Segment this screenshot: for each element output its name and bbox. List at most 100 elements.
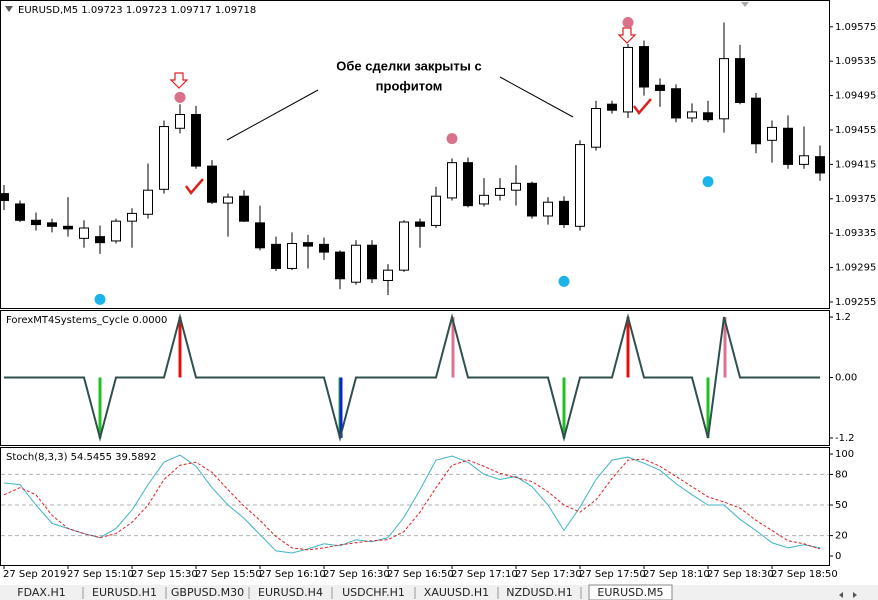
candle-body (335, 251, 345, 280)
tab-active-bg (588, 584, 673, 600)
y-tick-label: 50 (835, 500, 848, 511)
candle-body (767, 126, 777, 141)
check-mark (632, 98, 652, 116)
histogram-bar (706, 377, 710, 438)
x-tick-label: 27 Sep 17:50 (579, 569, 646, 580)
candle-body (687, 111, 697, 119)
series-line (3, 454, 821, 554)
y-tick-label: 1.09295 (835, 263, 876, 274)
x-tick-label: 27 Sep 16:50 (387, 569, 454, 580)
candle-body (319, 243, 329, 253)
candle-body (479, 194, 489, 205)
sell-arrow (169, 72, 189, 89)
tab[interactable]: EURUSD.H1 (92, 586, 157, 599)
x-tick-label: 27 Sep 17:10 (451, 569, 518, 580)
y-tick-label: 1.09255 (835, 297, 876, 308)
tab[interactable]: XAUUSD.H1 (424, 586, 489, 599)
candle-body (623, 46, 633, 113)
annotation-line (226, 89, 319, 141)
histogram-bar (178, 317, 182, 378)
x-tick-label: 27 Sep 18:30 (707, 569, 774, 580)
candle-body (191, 114, 201, 167)
candle-body (527, 182, 537, 217)
y-tick-label: 1.09535 (835, 56, 876, 67)
histogram-bar (562, 377, 566, 438)
candle-body (735, 58, 745, 103)
candle-body (223, 196, 233, 204)
candle-body (15, 203, 25, 221)
candle-body (47, 222, 57, 227)
candle-body (0, 193, 9, 202)
signal-dot (174, 91, 186, 103)
tab[interactable]: USDCHF.H1 (342, 586, 405, 599)
candle-body (399, 221, 409, 271)
candle-body (127, 212, 137, 222)
candle-body (591, 107, 601, 148)
histogram-bar (626, 317, 630, 378)
x-tick-label: 27 Sep 17:30 (515, 569, 582, 580)
x-tick-label: 27 Sep 2019 (3, 569, 66, 580)
candle-body (255, 222, 265, 249)
candle-body (383, 269, 393, 281)
annotation-line (499, 76, 574, 118)
signal-dot (558, 275, 570, 287)
series-line (4, 313, 820, 442)
annotation: Обе сделки закрыты с (336, 58, 481, 73)
candle-body (367, 244, 377, 280)
candle-body (495, 187, 505, 196)
x-tick-label: 27 Sep 15:30 (131, 569, 198, 580)
tab[interactable]: FDAX.H1 (17, 586, 65, 599)
series-line (3, 458, 821, 551)
candle-body (415, 221, 425, 227)
y-tick-label: 20 (835, 531, 848, 542)
y-tick-label: 1.2 (835, 312, 851, 323)
tab-scroll[interactable] (839, 592, 857, 598)
candle-body (703, 112, 713, 121)
candle-body (639, 46, 649, 88)
candle-body (271, 243, 281, 269)
candle-body (431, 195, 441, 226)
candle-body (111, 220, 121, 242)
candle-body (751, 97, 761, 145)
sell-arrow (617, 27, 637, 44)
main-panel (0, 0, 830, 309)
candle-body (143, 189, 153, 215)
tab[interactable]: EURUSD.M5 (597, 586, 663, 599)
candle-body (543, 201, 553, 217)
signal-dot (622, 16, 634, 28)
histogram-bar (98, 377, 102, 438)
x-tick-label: 27 Sep 15:10 (67, 569, 134, 580)
panel-title: ForexMT4Systems_Cycle 0.0000 (6, 315, 167, 326)
candle-body (287, 243, 297, 269)
tab[interactable]: NZDUSD.H1 (506, 586, 573, 599)
y-tick-label: 1.09375 (835, 194, 876, 205)
candle-body (159, 126, 169, 190)
candle-body (607, 103, 617, 111)
stoch-panel (0, 447, 830, 566)
tab[interactable]: GBPUSD.M30 (171, 586, 244, 599)
x-tick-label: 27 Sep 16:30 (323, 569, 390, 580)
histogram-bar (451, 317, 455, 378)
candle-body (95, 236, 105, 244)
x-tick-label: 27 Sep 16:10 (259, 569, 326, 580)
annotation: профитом (376, 78, 443, 93)
signal-dot (446, 133, 458, 145)
panel-title: Stoch(8,3,3) 54.5455 39.5892 (6, 452, 157, 463)
tab[interactable]: EURUSD.H4 (258, 586, 323, 599)
y-tick-label: 100 (835, 449, 854, 460)
candle-body (815, 156, 825, 174)
histogram-bar (723, 317, 727, 378)
candle-body (447, 162, 457, 199)
candle-body (783, 127, 793, 165)
x-tick-label: 27 Sep 18:50 (771, 569, 838, 580)
check-mark (184, 178, 204, 196)
y-tick-label: 80 (835, 469, 848, 480)
panel-title: EURUSD,M5 1.09723 1.09723 1.09717 1.0971… (18, 5, 256, 16)
y-tick-label: 1.09495 (835, 91, 876, 102)
candle-body (31, 219, 41, 226)
y-tick-label: 1.09335 (835, 228, 876, 239)
y-tick-label: 1.09575 (835, 22, 876, 33)
candle-body (175, 114, 185, 129)
candle-body (559, 200, 569, 226)
